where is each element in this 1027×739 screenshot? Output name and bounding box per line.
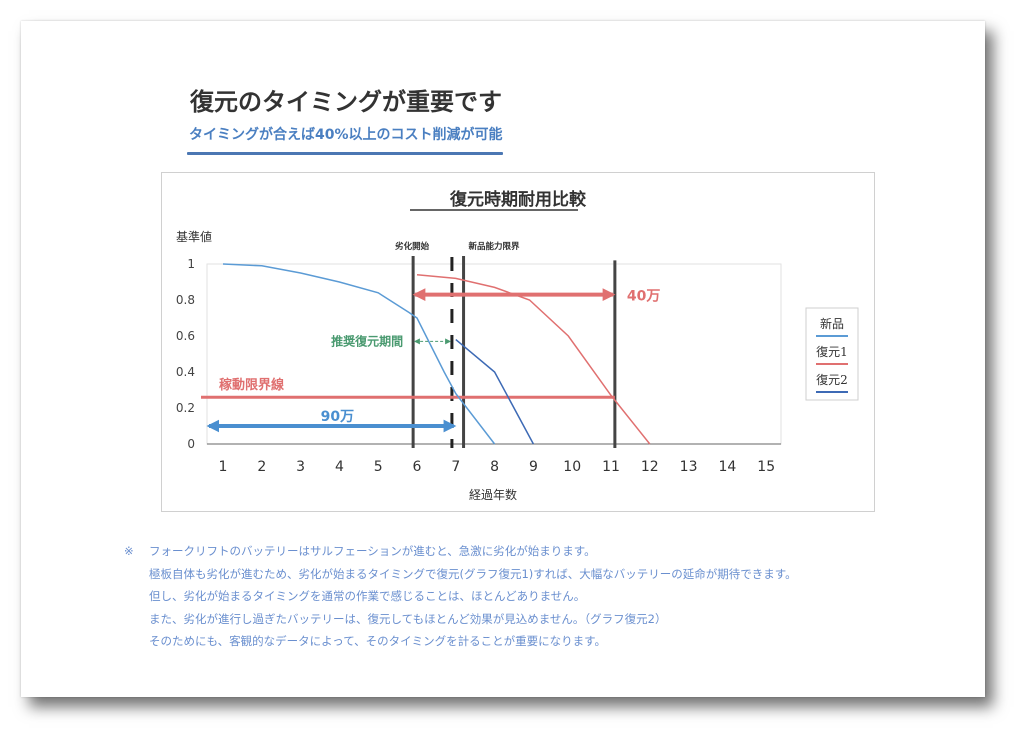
reference-line-label: 劣化開始 <box>395 241 430 252</box>
x-tick-label: 10 <box>563 459 581 475</box>
annotation-label: 40万 <box>627 289 660 305</box>
x-tick-label: 11 <box>602 459 620 475</box>
x-tick-label: 15 <box>757 459 775 475</box>
note-line-2: 但し、劣化が始まるタイミングを通常の作業で感じることは、ほとんどありません。 <box>149 589 586 603</box>
subtitle-underline <box>187 152 503 155</box>
y-tick-label: 1 <box>187 257 195 271</box>
x-tick-label: 7 <box>451 459 460 475</box>
legend-item-label: 復元2 <box>816 372 848 387</box>
x-tick-label: 9 <box>529 459 538 475</box>
x-tick-label: 14 <box>718 459 736 475</box>
legend-box <box>805 307 859 401</box>
x-tick-label: 12 <box>641 459 659 475</box>
x-axis-label: 経過年数 <box>469 487 517 502</box>
notes-section: ※ フォークリフトのバッテリーはサルフェーションが進むと、急激に劣化が始まります。… <box>124 540 797 653</box>
chart-title: 復元時期耐用比較 <box>449 189 587 210</box>
y-tick-label: 0 <box>187 437 195 451</box>
x-tick-label: 4 <box>335 459 344 475</box>
note-line-3: また、劣化が進行し過ぎたバッテリーは、復元してもほとんど効果が見込めません。（グ… <box>149 611 667 626</box>
x-tick-label: 3 <box>296 459 305 475</box>
x-tick-label: 8 <box>490 459 499 475</box>
page-subtitle: タイミングが合えば40%以上のコスト削減が可能 <box>189 127 503 143</box>
y-tick-label: 0.8 <box>176 293 195 307</box>
legend-item-label: 復元1 <box>816 344 848 359</box>
x-tick-label: 1 <box>219 459 228 475</box>
chart-container: 復元時期耐用比較 基準値 1 0.8 0.6 0.4 0.2 0 1 2 3 4 5 6 7 8 9 10 11 12… <box>161 172 875 512</box>
x-tick-label: 5 <box>374 459 383 475</box>
note-mark: ※ <box>124 544 134 558</box>
x-tick-label: 2 <box>257 459 266 475</box>
plot-area <box>206 263 782 445</box>
page-title: 復元のタイミングが重要です <box>190 88 502 116</box>
y-tick-label: 0.6 <box>176 329 195 343</box>
annotation-label: 90万 <box>321 409 354 425</box>
operating-limit-label: 稼動限界線 <box>219 377 285 393</box>
reference-line-label: 新品能力限界 <box>469 241 521 252</box>
legend-item-label: 新品 <box>820 316 844 331</box>
x-tick-label: 13 <box>680 459 698 475</box>
y-tick-label: 0.4 <box>176 365 195 379</box>
series-line-2 <box>455 339 535 445</box>
note-line-0: ※ フォークリフトのバッテリーはサルフェーションが進むと、急激に劣化が始まります。 <box>124 540 797 563</box>
note-line-1: 極板自体も劣化が進むため、劣化が始まるタイミングで復元(グラフ復元1)すれば、大… <box>149 566 797 581</box>
y-axis-label: 基準値 <box>176 229 212 244</box>
x-tick-label: 6 <box>413 459 422 475</box>
note-line-4: そのためにも、客観的なデータによって、そのタイミングを計ることが重要になります。 <box>149 634 607 648</box>
annotation-label: 推奨復元期間 <box>331 333 403 348</box>
series-line-0 <box>222 263 496 445</box>
y-tick-label: 0.2 <box>176 401 195 415</box>
